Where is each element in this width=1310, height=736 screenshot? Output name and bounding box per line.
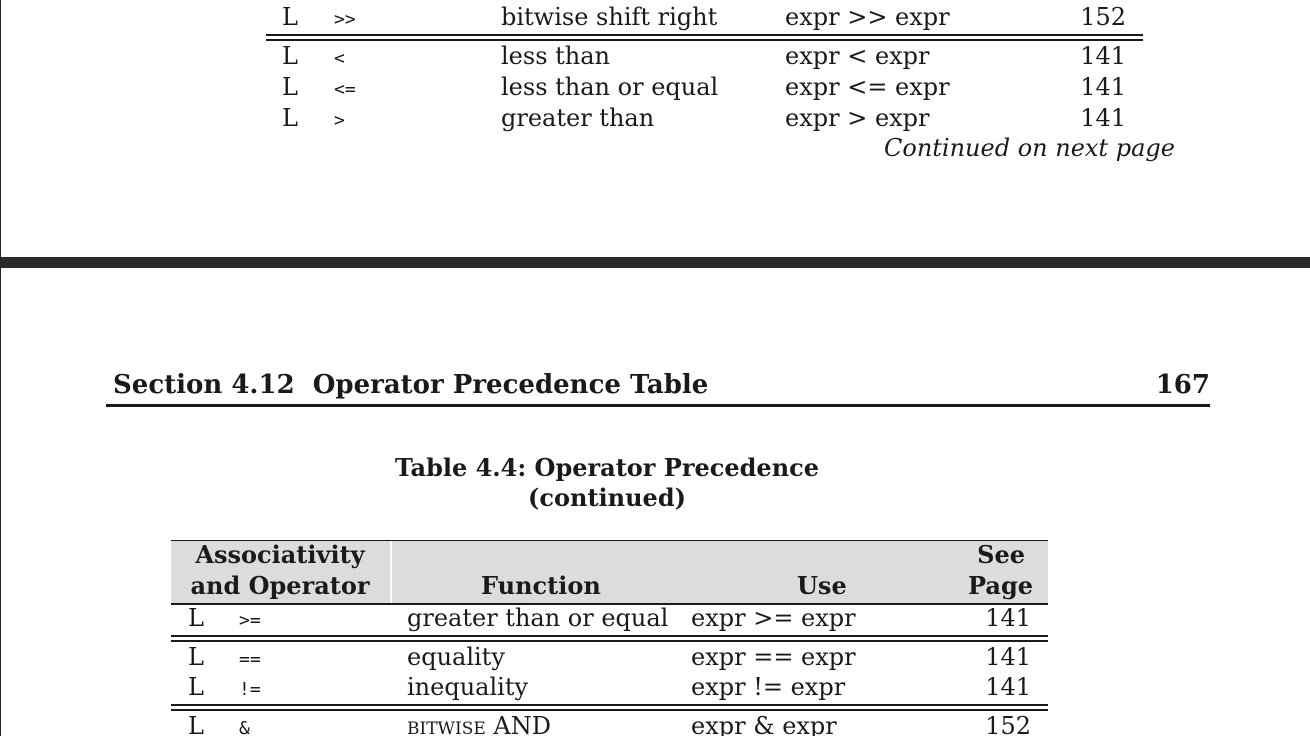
see-page: 141 [985, 604, 1031, 632]
operator: > [334, 110, 345, 131]
operator: >> [334, 9, 356, 30]
use: expr >= expr [691, 604, 856, 632]
function: greater than [501, 104, 655, 132]
see-page: 141 [1080, 73, 1126, 101]
table-caption-continued: (continued) [528, 483, 686, 512]
current-page: Section 4.12 Operator Precedence Table 1… [0, 268, 1310, 736]
function: inequality [407, 673, 529, 701]
table-header [171, 541, 1048, 603]
table-caption: Table 4.4: Operator Precedence [394, 453, 820, 482]
header-page: Page [967, 571, 1033, 600]
table-row: L != inequality expr != expr 141 [1, 672, 1051, 702]
operator: == [239, 649, 261, 670]
associativity: L [282, 104, 298, 132]
associativity: L [188, 604, 204, 632]
group-rule [171, 635, 1048, 637]
page-number: 167 [1155, 370, 1210, 400]
function: bitwise shift right [501, 3, 718, 31]
table-top-rule [171, 540, 1048, 541]
associativity: L [282, 3, 298, 31]
group-rule [171, 640, 1048, 642]
header-rule [106, 404, 1210, 407]
header-associativity: Associativity [195, 540, 365, 569]
function: equality [407, 643, 505, 671]
operator: != [239, 679, 261, 700]
header-use: Use [797, 571, 847, 600]
use: expr > expr [785, 104, 930, 132]
table-row: L > greater than expr > expr 141 [1, 103, 1141, 133]
header-bottom-rule [171, 603, 1048, 605]
see-page: 141 [985, 643, 1031, 671]
table-row: L < less than expr < expr 141 [1, 41, 1141, 71]
operator: >= [239, 610, 261, 631]
associativity: L [282, 42, 298, 70]
use: expr < expr [785, 42, 930, 70]
group-rule [171, 704, 1048, 706]
running-header: Section 4.12 Operator Precedence Table 1… [113, 368, 1210, 402]
previous-page: L >> bitwise shift right expr >> expr 15… [0, 0, 1310, 257]
see-page: 141 [985, 673, 1031, 701]
continued-note: Continued on next page [884, 134, 1175, 162]
use: expr >> expr [785, 3, 950, 31]
group-rule [266, 39, 1143, 41]
operator: < [334, 48, 345, 69]
function: less than [501, 42, 611, 70]
table-row: L <= less than or equal expr <= expr 141 [1, 72, 1141, 102]
page-divider [0, 257, 1310, 268]
group-rule [171, 709, 1048, 711]
header-operator: and Operator [190, 571, 370, 600]
associativity: L [188, 712, 204, 736]
use: expr != expr [691, 673, 846, 701]
function: bitwise AND [407, 712, 551, 736]
function: greater than or equal [407, 604, 669, 632]
group-rule [266, 34, 1143, 36]
header-see: See [977, 540, 1025, 569]
header-function: Function [481, 571, 601, 600]
table-row: L == equality expr == expr 141 [1, 642, 1051, 672]
function: less than or equal [501, 73, 719, 101]
table-row: L >= greater than or equal expr >= expr … [1, 603, 1051, 633]
use: expr <= expr [785, 73, 950, 101]
table-row: L >> bitwise shift right expr >> expr 15… [1, 2, 1141, 32]
table-row: L & bitwise AND expr & expr 152 [1, 711, 1051, 736]
use: expr & expr [691, 712, 837, 736]
see-page: 141 [1080, 104, 1126, 132]
associativity: L [188, 643, 204, 671]
see-page: 141 [1080, 42, 1126, 70]
see-page: 152 [1080, 3, 1126, 31]
operator: <= [334, 79, 356, 100]
section-title: Section 4.12 Operator Precedence Table [113, 370, 709, 400]
see-page: 152 [985, 712, 1031, 736]
use: expr == expr [691, 643, 856, 671]
header-separator [390, 541, 392, 603]
operator: & [239, 718, 250, 736]
associativity: L [188, 673, 204, 701]
associativity: L [282, 73, 298, 101]
